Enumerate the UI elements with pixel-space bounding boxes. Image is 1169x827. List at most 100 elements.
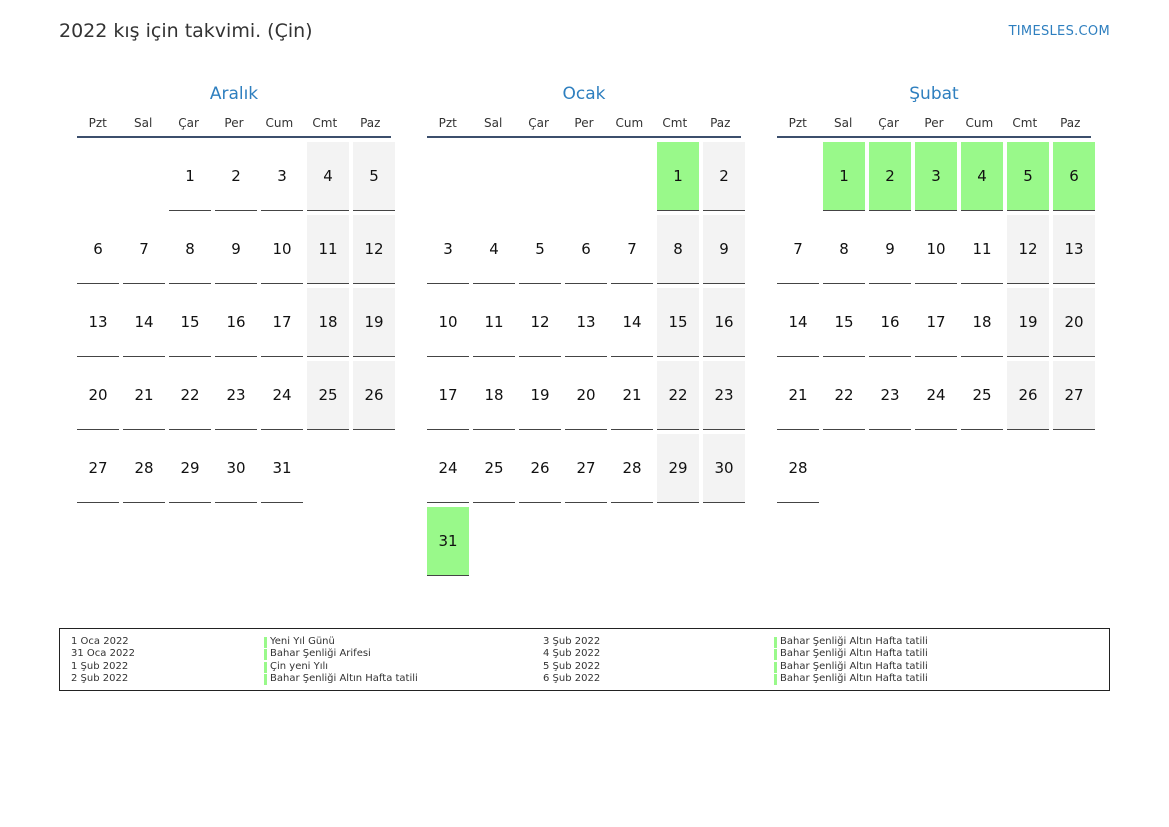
day-cell[interactable]: 24 [915,361,957,430]
day-cell[interactable]: 31 [427,507,469,576]
day-cell[interactable]: 30 [215,434,257,503]
site-link[interactable]: TIMESLES.COM [1008,24,1110,39]
day-cell[interactable]: 10 [261,215,303,284]
day-cell[interactable]: 3 [427,215,469,284]
legend-date: 4 Şub 2022 [543,648,601,660]
day-cell[interactable]: 18 [307,288,349,357]
day-cell[interactable]: 12 [353,215,395,284]
day-cell[interactable]: 13 [1053,215,1095,284]
day-cell[interactable]: 5 [519,215,561,284]
day-cell[interactable]: 13 [77,288,119,357]
day-cell[interactable]: 12 [519,288,561,357]
day-cell[interactable]: 8 [169,215,211,284]
day-cell[interactable]: 4 [473,215,515,284]
day-cell[interactable]: 23 [869,361,911,430]
day-cell[interactable]: 27 [1053,361,1095,430]
day-cell[interactable]: 21 [123,361,165,430]
day-cell[interactable]: 20 [1053,288,1095,357]
day-cell[interactable]: 28 [777,434,819,503]
holiday-legend: 1 Oca 2022 Yeni Yıl Günü 31 Oca 2022 Bahar … [59,628,1110,691]
weekday-header: Pzt Sal Çar Per Cum Cmt Paz [777,114,1091,138]
day-cell[interactable]: 20 [565,361,607,430]
day-cell[interactable]: 19 [1007,288,1049,357]
day-cell[interactable]: 18 [961,288,1003,357]
day-cell[interactable]: 17 [427,361,469,430]
day-cell[interactable]: 7 [777,215,819,284]
day-cell[interactable]: 11 [961,215,1003,284]
day-cell[interactable]: 6 [77,215,119,284]
day-cell[interactable]: 27 [565,434,607,503]
weekday-label: Çar [178,116,199,130]
day-cell[interactable]: 9 [215,215,257,284]
day-cell[interactable]: 21 [611,361,653,430]
day-cell[interactable]: 13 [565,288,607,357]
legend-holiday-name: Bahar Şenliği Altın Hafta tatili [774,673,928,685]
day-cell[interactable]: 22 [823,361,865,430]
day-cell[interactable]: 9 [703,215,745,284]
day-cell[interactable]: 8 [823,215,865,284]
day-cell[interactable]: 21 [777,361,819,430]
day-cell[interactable]: 6 [565,215,607,284]
day-cell[interactable]: 18 [473,361,515,430]
day-cell[interactable]: 25 [961,361,1003,430]
day-cell[interactable]: 9 [869,215,911,284]
day-cell[interactable]: 26 [353,361,395,430]
day-cell[interactable]: 2 [869,142,911,211]
day-cell[interactable]: 10 [915,215,957,284]
day-cell[interactable]: 14 [123,288,165,357]
day-cell[interactable]: 1 [169,142,211,211]
day-cell[interactable]: 15 [657,288,699,357]
day-cell[interactable]: 26 [519,434,561,503]
day-cell[interactable]: 4 [307,142,349,211]
day-cell[interactable]: 27 [77,434,119,503]
day-cell[interactable]: 14 [777,288,819,357]
day-cell[interactable]: 5 [353,142,395,211]
day-cell[interactable]: 24 [427,434,469,503]
day-cell[interactable]: 24 [261,361,303,430]
legend-date: 3 Şub 2022 [543,636,601,647]
day-cell[interactable]: 29 [169,434,211,503]
day-cell[interactable]: 25 [473,434,515,503]
day-cell[interactable]: 19 [353,288,395,357]
day-cell[interactable]: 2 [215,142,257,211]
day-cell[interactable]: 16 [215,288,257,357]
day-cell[interactable]: 26 [1007,361,1049,430]
day-cell[interactable]: 16 [703,288,745,357]
day-cell[interactable]: 23 [703,361,745,430]
day-cell[interactable]: 3 [261,142,303,211]
day-cell[interactable]: 28 [123,434,165,503]
day-cell[interactable]: 7 [123,215,165,284]
day-cell[interactable]: 17 [915,288,957,357]
day-cell[interactable]: 20 [77,361,119,430]
day-cell[interactable]: 5 [1007,142,1049,211]
day-cell[interactable]: 10 [427,288,469,357]
day-cell[interactable]: 3 [915,142,957,211]
weekday-label: Sal [833,116,853,130]
day-cell[interactable]: 22 [657,361,699,430]
empty-cell [123,142,165,211]
day-cell[interactable]: 12 [1007,215,1049,284]
day-cell[interactable]: 1 [823,142,865,211]
day-cell[interactable]: 23 [215,361,257,430]
day-cell[interactable]: 25 [307,361,349,430]
day-cell[interactable]: 17 [261,288,303,357]
day-cell[interactable]: 4 [961,142,1003,211]
day-cell[interactable]: 22 [169,361,211,430]
day-cell[interactable]: 31 [261,434,303,503]
day-cell[interactable]: 11 [473,288,515,357]
day-cell[interactable]: 15 [823,288,865,357]
day-cell[interactable]: 1 [657,142,699,211]
day-cell[interactable]: 15 [169,288,211,357]
day-cell[interactable]: 30 [703,434,745,503]
empty-cell [611,142,653,211]
day-cell[interactable]: 2 [703,142,745,211]
day-cell[interactable]: 7 [611,215,653,284]
day-cell[interactable]: 8 [657,215,699,284]
day-cell[interactable]: 29 [657,434,699,503]
day-cell[interactable]: 28 [611,434,653,503]
day-cell[interactable]: 19 [519,361,561,430]
day-cell[interactable]: 6 [1053,142,1095,211]
day-cell[interactable]: 11 [307,215,349,284]
day-cell[interactable]: 14 [611,288,653,357]
day-cell[interactable]: 16 [869,288,911,357]
